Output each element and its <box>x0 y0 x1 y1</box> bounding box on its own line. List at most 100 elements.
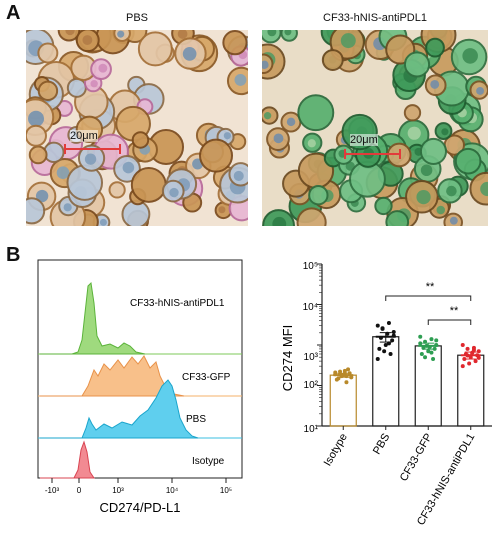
histogram-x-tick-label: 0 <box>77 486 82 495</box>
pbs-scale-label: 20μm <box>70 130 98 142</box>
cell <box>37 42 59 64</box>
dotplot-point-CF33-GFP <box>429 350 434 355</box>
dotplot-point-CF33-GFP <box>418 334 423 339</box>
mfi-dot-plot: CD274 MFI 10¹ 10² 10³ 10⁴ 10⁵ ** ** Isot… <box>280 261 492 528</box>
dotplot-point-PBS <box>391 329 396 334</box>
cell <box>108 181 126 199</box>
cell <box>403 104 422 122</box>
dotplot-point-CF33-GFP <box>429 337 434 342</box>
dotplot-point-PBS <box>377 346 382 351</box>
panel-b-letter: B <box>6 244 21 266</box>
cell-nucleus <box>63 203 72 212</box>
histogram-curve-pbs <box>40 379 199 439</box>
cell <box>297 94 335 132</box>
cell-nucleus <box>262 60 269 70</box>
cell-nucleus <box>416 189 431 205</box>
treated-scale-bar-end-right <box>399 149 401 159</box>
dotplot-point-Isotype <box>342 371 347 376</box>
pbs-image-title: PBS <box>125 12 148 24</box>
treated-scale-bar <box>344 153 400 155</box>
cell-nucleus <box>284 30 292 36</box>
cell-nucleus <box>449 216 458 225</box>
cell-nucleus <box>307 139 316 148</box>
cell-nucleus <box>286 117 296 127</box>
cell-nucleus <box>223 132 232 140</box>
dotplot-point-CF33-GFP <box>431 357 436 362</box>
histogram-curve-cf33-hnis-antipdl1 <box>40 281 146 355</box>
dotplot-point-Isotype <box>344 380 349 385</box>
cell <box>374 196 393 216</box>
dotplot-point-CF33-GFP <box>418 341 423 346</box>
dotplot-x-tick-label-Isotype: Isotype <box>322 432 350 469</box>
cell-nucleus <box>90 80 98 88</box>
cell <box>454 147 482 175</box>
cell <box>308 185 329 206</box>
dotplot-point-Isotype <box>334 377 339 382</box>
cell-nucleus <box>446 185 457 197</box>
cell-nucleus <box>82 35 93 45</box>
cell-nucleus <box>35 189 49 203</box>
dotplot-point-Isotype <box>333 372 338 377</box>
dotplot-point-Isotype <box>339 374 344 379</box>
cell <box>26 124 47 147</box>
cell-nucleus <box>122 161 135 174</box>
cell <box>130 166 167 203</box>
dotplot-point-PBS <box>386 320 391 325</box>
cell <box>28 145 48 165</box>
cell <box>222 30 248 56</box>
dotplot-point-PBS <box>375 323 380 328</box>
dotplot-point-CF33-hNIS-antiPDL1 <box>473 359 478 364</box>
dotplot-point-CF33-hNIS-antiPDL1 <box>460 343 465 347</box>
significance-label-pbs-vs-treated: ** <box>426 281 435 293</box>
track-label-cf33-gfp: CF33-GFP <box>182 372 231 383</box>
cell <box>131 131 150 149</box>
cell <box>26 197 46 225</box>
cell-nucleus <box>267 30 277 37</box>
cell-nucleus <box>263 111 272 120</box>
track-label-pbs: PBS <box>186 414 206 425</box>
dotplot-point-CF33-hNIS-antiPDL1 <box>476 349 481 354</box>
dotplot-bar-Isotype <box>329 374 357 427</box>
cell-nucleus <box>462 48 478 64</box>
cell <box>66 77 87 98</box>
cell <box>403 51 431 78</box>
dotplot-point-Isotype <box>349 375 354 380</box>
histogram-frame <box>37 259 243 479</box>
dotplot-point-CF33-GFP <box>423 339 428 344</box>
dotplot-y-axis-label: CD274 MFI <box>280 325 295 391</box>
dotplot-point-CF33-hNIS-antiPDL1 <box>476 355 481 360</box>
cell-nucleus <box>441 128 449 136</box>
dotplot-y-tick-label: 10⁴ <box>303 302 318 313</box>
dotplot-point-PBS <box>375 357 380 362</box>
cell-nucleus <box>407 126 421 140</box>
dotplot-point-CF33-GFP <box>424 343 429 348</box>
cell <box>199 138 234 173</box>
cell-nucleus <box>436 205 446 215</box>
cell <box>321 49 344 71</box>
dotplot-point-CF33-hNIS-antiPDL1 <box>462 357 467 362</box>
cell <box>37 80 59 102</box>
treated-scale-bar-end-left <box>344 149 346 159</box>
dotplot-point-CF33-GFP <box>419 351 424 356</box>
cell-nucleus <box>182 47 197 61</box>
dotplot-point-Isotype <box>338 369 343 374</box>
cell <box>469 171 488 206</box>
dotplot-y-tick-label: 10³ <box>304 352 319 363</box>
dotplot-point-CF33-hNIS-antiPDL1 <box>468 355 473 360</box>
cell-nucleus <box>272 216 287 226</box>
significance-label-gfp-vs-treated: ** <box>450 305 459 317</box>
dotplot-point-PBS <box>380 326 385 331</box>
dotplot-point-CF33-hNIS-antiPDL1 <box>465 346 470 351</box>
dotplot-point-PBS <box>383 343 388 347</box>
track-label-isotype: Isotype <box>192 456 225 467</box>
cell <box>296 207 327 226</box>
cell <box>425 37 445 58</box>
pbs-micrograph <box>26 30 248 226</box>
dotplot-point-PBS <box>382 349 387 354</box>
cell-nucleus <box>218 206 226 214</box>
pbs-scale-bar-end-right <box>119 144 121 154</box>
dotplot-point-CF33-hNIS-antiPDL1 <box>465 353 470 358</box>
histogram-x-tick-label: 10⁵ <box>220 486 232 495</box>
dotplot-point-CF33-GFP <box>427 344 432 349</box>
dotplot-point-CF33-hNIS-antiPDL1 <box>460 364 465 369</box>
